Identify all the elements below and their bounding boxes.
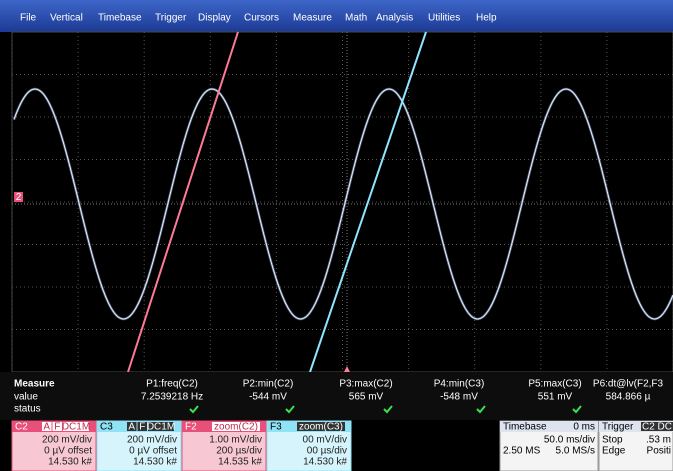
channel-badge-box	[137, 422, 147, 431]
timebase-rate: 5.0 MS/s	[556, 446, 595, 457]
trigger-level: .53 m	[646, 435, 671, 446]
channel-marker-box	[14, 192, 23, 202]
menu-item[interactable]: File	[20, 13, 37, 24]
f2-trace	[127, 31, 239, 373]
menu-item[interactable]: Cursors	[244, 13, 279, 24]
channel-setting: 0 µV offset	[129, 446, 177, 457]
channel-badge-box	[52, 422, 62, 431]
measure-title: Measure	[14, 379, 55, 390]
channel-name: F3	[270, 422, 282, 433]
menu-item[interactable]: Math	[345, 13, 367, 24]
channel-marker: 2	[16, 192, 22, 203]
trigger-type: Edge	[602, 446, 626, 457]
measure-name: P6:dt@lv(F2,F3	[593, 379, 664, 390]
measure-row-label: value	[14, 392, 38, 403]
trigger-header	[599, 421, 673, 432]
channel-badge-box	[127, 422, 137, 431]
measure-name: P5:max(C3)	[528, 379, 581, 390]
channel-badge: zoom(C3)	[299, 422, 343, 433]
channel-setting: 200 µs/div	[216, 446, 262, 457]
measure-value: 565 mV	[349, 392, 384, 403]
channel-setting: 14.530 k#	[303, 457, 347, 468]
measure-panel	[0, 372, 673, 420]
channel-badge-box	[63, 422, 89, 431]
channel-badge-box	[148, 422, 174, 431]
menu-item[interactable]: Help	[476, 13, 497, 24]
sine-trace-core	[13, 88, 673, 320]
trigger-mode: Stop	[602, 435, 623, 446]
timebase-delay: 0 ms	[573, 422, 595, 433]
channel-setting: 1.00 mV/div	[209, 435, 262, 446]
measure-name: P2:min(C2)	[243, 379, 294, 390]
overlay: File Vertical Timebase Trigger Display Cursor…	[11, 13, 673, 471]
measure-row-label: status	[14, 404, 41, 415]
channel-setting: 200 mV/div	[127, 435, 177, 446]
trigger-badge: C2 DC	[642, 422, 672, 433]
channel-badge-box	[297, 422, 345, 431]
measure-name: P1:freq(C2)	[146, 379, 198, 390]
measure-name: P4:min(C3)	[434, 379, 485, 390]
channel-name: F2	[185, 422, 197, 433]
status-check	[383, 405, 393, 414]
menu-item[interactable]: Vertical	[50, 13, 83, 24]
timebase-header	[500, 421, 598, 432]
menu-item[interactable]: Trigger	[155, 13, 187, 24]
channel-badge-box	[42, 422, 52, 431]
measure-value: 551 mV	[538, 392, 573, 403]
timebase-title: Timebase	[503, 422, 547, 433]
channel-badge: zoom(C2)	[214, 422, 258, 433]
channel-badge: A	[43, 422, 50, 433]
status-check	[285, 405, 295, 414]
channel-badge: DC1M	[147, 422, 175, 433]
channel-setting: 00 mV/div	[303, 435, 347, 446]
channel-setting: 200 mV/div	[42, 435, 92, 446]
channel-setting: 14.535 k#	[218, 457, 262, 468]
measure-value: 584.866 µ	[606, 392, 651, 403]
status-check	[572, 405, 582, 414]
trigger-marker	[344, 366, 350, 372]
trigger-badge-box	[641, 422, 673, 431]
menu-bar	[0, 0, 673, 32]
trigger-slope: Positi	[647, 446, 671, 457]
measure-value: -548 mV	[440, 392, 478, 403]
status-check	[189, 405, 199, 414]
channel-setting: 14.530 k#	[48, 457, 92, 468]
channel-setting: 14.530 k#	[133, 457, 177, 468]
channel-setting: 00 µs/div	[307, 446, 347, 457]
measure-name: P3:max(C2)	[339, 379, 392, 390]
menu-item[interactable]: Utilities	[428, 13, 460, 24]
channel-badge: A	[128, 422, 135, 433]
channel-setting: 0 µV offset	[44, 446, 92, 457]
status-check	[476, 405, 486, 414]
channel-badge: DC1M	[62, 422, 90, 433]
measure-value: 7.2539218 Hz	[141, 392, 203, 403]
channel-name: C3	[100, 422, 113, 433]
menu-item[interactable]: Timebase	[98, 13, 142, 24]
timebase-samples: 2.50 MS	[503, 446, 541, 457]
channel-badge: F	[54, 422, 60, 433]
channel-name: C2	[15, 422, 28, 433]
channel-badge: F	[139, 422, 145, 433]
f3-trace	[309, 31, 427, 373]
menu-item[interactable]: Measure	[293, 13, 332, 24]
menu-item[interactable]: Display	[198, 13, 231, 24]
measure-value: -544 mV	[249, 392, 287, 403]
channel-badge-box	[212, 422, 260, 431]
trigger-title: Trigger	[602, 422, 634, 433]
traces: 2	[12, 31, 673, 373]
menu-item[interactable]: Analysis	[376, 13, 413, 24]
timebase-scale: 50.0 ms/div	[544, 435, 595, 446]
